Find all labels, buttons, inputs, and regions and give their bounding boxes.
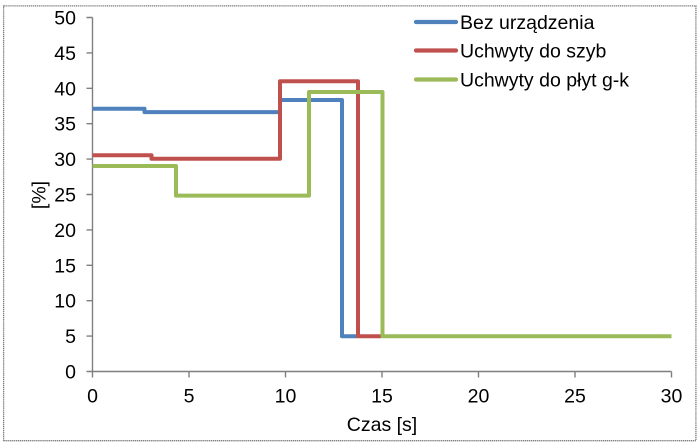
svg-text:40: 40	[54, 78, 76, 100]
svg-text:Uchwyty do płyt g-k: Uchwyty do płyt g-k	[460, 70, 629, 92]
svg-text:50: 50	[54, 8, 76, 30]
svg-text:Bez urządzenia: Bez urządzenia	[460, 12, 595, 34]
svg-text:35: 35	[54, 114, 76, 136]
svg-text:Czas [s]: Czas [s]	[347, 414, 417, 436]
svg-text:5: 5	[184, 386, 195, 408]
svg-text:Uchwyty do szyb: Uchwyty do szyb	[460, 41, 606, 63]
svg-text:30: 30	[54, 149, 76, 171]
svg-text:20: 20	[54, 220, 76, 242]
svg-text:10: 10	[275, 386, 297, 408]
svg-text:0: 0	[65, 362, 76, 384]
svg-text:10: 10	[54, 291, 76, 313]
svg-text:15: 15	[371, 386, 393, 408]
svg-text:15: 15	[54, 255, 76, 277]
svg-text:5: 5	[65, 326, 76, 348]
svg-text:0: 0	[87, 386, 98, 408]
svg-text:20: 20	[468, 386, 490, 408]
svg-text:45: 45	[54, 43, 76, 65]
svg-text:30: 30	[661, 386, 683, 408]
svg-text:[%]: [%]	[29, 181, 51, 209]
svg-text:25: 25	[564, 386, 586, 408]
svg-text:25: 25	[54, 185, 76, 207]
